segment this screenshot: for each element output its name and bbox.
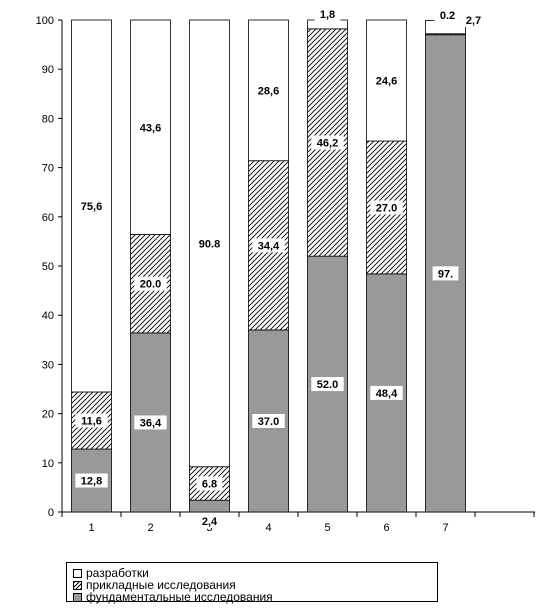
y-tick-label: 20 [42, 409, 54, 421]
data-label-bg [134, 276, 167, 291]
bar-segment-development [425, 20, 466, 35]
data-label-development: 43,6 [140, 122, 161, 134]
x-tick-label: 5 [324, 522, 330, 534]
legend: разработки прикладные исследования фунда… [66, 562, 438, 603]
data-label-fundamental: 97. [438, 268, 453, 280]
y-tick-label: 90 [42, 64, 54, 76]
legend-swatch-white [73, 568, 82, 578]
data-label-applied: 11,6 [81, 415, 102, 427]
data-label-bg [196, 514, 223, 528]
bar-segment-development [307, 19, 348, 30]
data-label-bg [370, 73, 403, 88]
data-label-bg [193, 236, 226, 251]
data-label-bg [432, 266, 459, 281]
data-label-bg [460, 13, 487, 27]
x-tick-label: 2 [147, 522, 153, 534]
data-label-bg [434, 8, 461, 22]
data-label-development: 24,6 [376, 76, 397, 88]
data-label-bg [75, 198, 108, 213]
data-label-development: 75,6 [81, 201, 102, 213]
data-label-applied: 27.0 [376, 202, 397, 214]
legend-item-fundamental: фундаментальные исследования [73, 591, 273, 603]
legend-item-development: разработки [73, 567, 149, 579]
y-tick-label: 50 [42, 261, 54, 273]
bar-segment-fundamental [189, 499, 230, 513]
data-label-fundamental: 36,4 [140, 417, 162, 429]
data-label-development: 2,7 [466, 15, 481, 27]
data-label-bg [196, 476, 223, 491]
data-label-fundamental: 52.0 [317, 379, 338, 391]
data-label-bg [314, 7, 341, 21]
data-label-bg [311, 135, 344, 150]
data-label-applied: 46,2 [317, 138, 338, 150]
data-label-bg [311, 377, 344, 392]
legend-swatch-grey [73, 592, 82, 602]
stacked-bar-chart: 01020304050607080901001234567 12,811,675… [36, 7, 535, 534]
data-label-applied: 0.2 [440, 10, 455, 22]
legend-label-fundamental: фундаментальные исследования [86, 590, 273, 604]
legend-item-applied: прикладные исследования [73, 579, 236, 591]
y-tick-label: 10 [42, 458, 54, 470]
y-tick-label: 0 [48, 507, 54, 519]
y-tick-label: 40 [42, 310, 54, 322]
y-tick-label: 30 [42, 359, 54, 371]
legend-label-applied: прикладные исследования [86, 578, 236, 592]
legend-swatch-hatch [73, 580, 82, 590]
data-label-bg [75, 473, 108, 488]
data-label-bg [134, 120, 167, 135]
data-label-bg [252, 413, 285, 428]
y-tick-label: 70 [42, 163, 54, 175]
data-label-development: 1,8 [320, 9, 335, 21]
data-label-bg [134, 415, 167, 430]
data-label-applied: 34,4 [258, 240, 280, 252]
data-label-development: 90.8 [199, 238, 220, 250]
data-label-development: 28,6 [258, 85, 279, 97]
data-label-fundamental: 48,4 [376, 388, 398, 400]
data-label-bg [252, 238, 285, 253]
data-label-fundamental: 12,8 [81, 476, 102, 488]
y-tick-label: 100 [36, 15, 54, 27]
data-label-applied: 6.8 [202, 478, 217, 490]
x-tick-label: 6 [383, 522, 389, 534]
x-tick-label: 4 [265, 522, 271, 534]
data-label-bg [370, 385, 403, 400]
data-label-bg [75, 413, 108, 428]
y-tick-label: 60 [42, 212, 54, 224]
x-tick-label: 1 [88, 522, 94, 534]
y-tick-label: 80 [42, 113, 54, 125]
data-label-bg [370, 200, 403, 215]
data-label-fundamental: 2,4 [202, 516, 218, 528]
data-label-fundamental: 37.0 [258, 416, 279, 428]
x-tick-label: 7 [442, 522, 448, 534]
data-label-applied: 20.0 [140, 279, 161, 291]
legend-label-development: разработки [86, 566, 149, 580]
data-label-bg [252, 83, 285, 98]
